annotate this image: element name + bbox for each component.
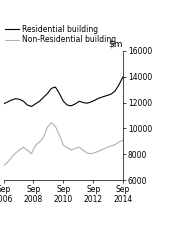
Residential building	[3, 103, 5, 105]
Residential building	[54, 86, 56, 88]
Non-Residential building	[30, 152, 33, 155]
Residential building	[110, 93, 112, 96]
Non-Residential building	[122, 139, 124, 141]
Line: Non-Residential building: Non-Residential building	[4, 123, 123, 166]
Non-Residential building	[62, 144, 64, 147]
Residential building	[42, 96, 45, 99]
Non-Residential building	[14, 152, 17, 154]
Residential building	[7, 100, 9, 103]
Non-Residential building	[42, 136, 45, 139]
Non-Residential building	[38, 141, 41, 143]
Residential building	[10, 99, 13, 101]
Non-Residential building	[18, 148, 21, 151]
Residential building	[46, 92, 49, 95]
Non-Residential building	[70, 148, 72, 151]
Non-Residential building	[10, 156, 13, 159]
Residential building	[14, 97, 17, 100]
Text: $m: $m	[109, 39, 123, 48]
Residential building	[38, 100, 41, 103]
Residential building	[70, 104, 72, 107]
Residential building	[66, 104, 68, 106]
Residential building	[62, 100, 64, 103]
Non-Residential building	[102, 148, 104, 151]
Residential building	[18, 98, 21, 101]
Non-Residential building	[106, 146, 108, 149]
Residential building	[82, 101, 84, 104]
Residential building	[114, 90, 116, 92]
Residential building	[122, 75, 124, 78]
Non-Residential building	[58, 134, 60, 136]
Non-Residential building	[86, 152, 88, 154]
Residential building	[98, 97, 100, 99]
Residential building	[74, 103, 76, 105]
Residential building	[86, 102, 88, 105]
Non-Residential building	[114, 143, 116, 146]
Residential building	[22, 100, 25, 103]
Line: Residential building: Residential building	[4, 77, 123, 106]
Non-Residential building	[66, 146, 68, 149]
Residential building	[34, 103, 37, 105]
Residential building	[58, 92, 60, 95]
Residential building	[118, 83, 120, 86]
Non-Residential building	[22, 146, 25, 149]
Non-Residential building	[90, 152, 92, 155]
Residential building	[50, 87, 52, 90]
Non-Residential building	[50, 121, 52, 124]
Non-Residential building	[110, 145, 112, 147]
Residential building	[106, 94, 108, 97]
Non-Residential building	[98, 150, 100, 152]
Non-Residential building	[3, 164, 5, 167]
Non-Residential building	[118, 141, 120, 143]
Residential building	[30, 105, 33, 108]
Residential building	[78, 100, 80, 103]
Residential building	[90, 100, 92, 103]
Non-Residential building	[78, 146, 80, 149]
Residential building	[26, 104, 29, 106]
Non-Residential building	[82, 149, 84, 152]
Non-Residential building	[46, 126, 49, 128]
Non-Residential building	[94, 151, 96, 154]
Legend: Residential building, Non-Residential building: Residential building, Non-Residential bu…	[5, 24, 116, 44]
Residential building	[94, 99, 96, 101]
Non-Residential building	[7, 161, 9, 164]
Non-Residential building	[54, 125, 56, 128]
Non-Residential building	[34, 144, 37, 147]
Non-Residential building	[74, 147, 76, 150]
Non-Residential building	[26, 149, 29, 152]
Residential building	[102, 95, 104, 98]
